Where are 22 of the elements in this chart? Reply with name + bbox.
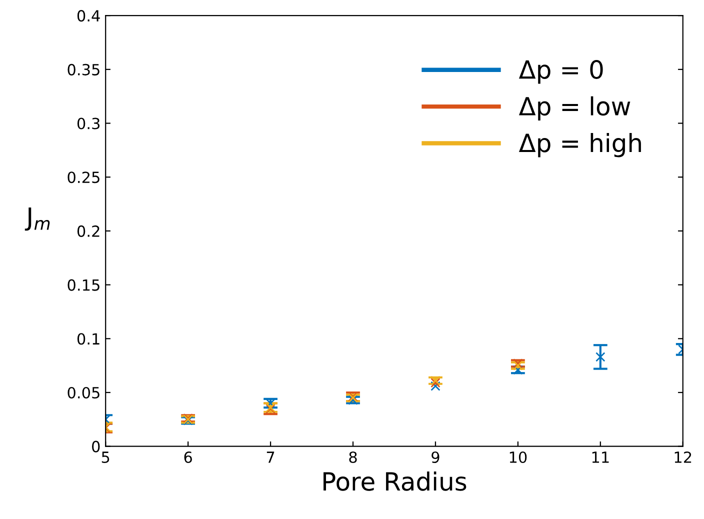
- y-tick-label: 0.2: [77, 225, 100, 237]
- x-tick-label: 8: [349, 451, 357, 464]
- y-tick-label: 0.05: [68, 386, 100, 399]
- y-tick-label: 0.35: [68, 64, 100, 76]
- legend-label: Δp = 0: [518, 60, 603, 84]
- x-tick-label: 7: [266, 452, 274, 463]
- y-tick-label: 0: [92, 440, 100, 452]
- x-tick-label: 11: [592, 452, 609, 463]
- x-tick-label: 6: [184, 451, 192, 464]
- y-tick-label: 0.3: [77, 118, 100, 130]
- y-tick-label: 0.1: [77, 333, 100, 345]
- x-tick-label: 9: [432, 451, 440, 464]
- y-tick-label: 0.25: [68, 172, 100, 184]
- y-tick-label: 0.4: [77, 10, 100, 22]
- legend-label: Δp = low: [518, 96, 630, 120]
- x-tick-label: 5: [102, 452, 110, 464]
- x-tick-label: 10: [510, 451, 527, 464]
- y-tick-label: 0.15: [68, 279, 100, 291]
- x-tick-label: 12: [674, 451, 692, 463]
- x-axis-title: Pore Radius: [324, 472, 466, 491]
- y-axis-title: J$_{m}$: [24, 207, 50, 231]
- legend-label: Δp = high: [518, 133, 641, 158]
